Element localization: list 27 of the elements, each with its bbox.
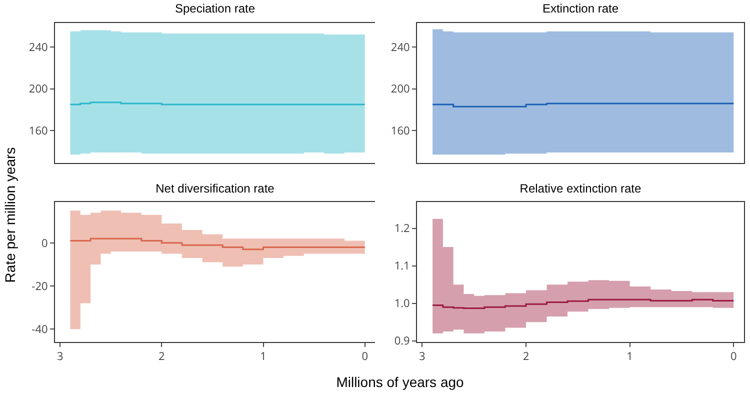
x-tick-label: 1 [626, 349, 633, 364]
y-tick-label: -40 [32, 322, 48, 337]
y-tick-label: 200 [390, 82, 410, 97]
y-tick-label: 240 [390, 40, 410, 55]
y-tick-label: 0.9 [394, 334, 410, 349]
chart-title: Extinction rate [542, 1, 619, 16]
x-tick-label: 2 [522, 349, 530, 364]
x-tick-label: 0 [730, 349, 737, 364]
chart-title: Relative extinction rate [520, 181, 642, 196]
y-tick-label: 1.1 [394, 258, 410, 274]
y-tick-label: 1.2 [394, 221, 410, 236]
y-tick-label: 0 [42, 236, 48, 251]
y-tick-label: 160 [390, 123, 410, 138]
x-tick-label: 0 [362, 349, 368, 364]
y-tick-label: 1.0 [394, 296, 410, 312]
y-tick-label: 160 [28, 123, 48, 138]
chart-title: Speciation rate [174, 1, 256, 16]
x-tick-label: 3 [419, 349, 426, 364]
x-axis-title: Millions of years ago [336, 374, 464, 390]
y-tick-label: -20 [32, 278, 48, 294]
y-tick-label: 240 [28, 40, 48, 55]
x-tick-label: 3 [56, 349, 64, 364]
y-tick-label: 200 [28, 82, 48, 97]
y-axis-title: Rate per million years [2, 147, 18, 283]
chart-title: Net diversification rate [156, 181, 275, 196]
x-tick-label: 2 [158, 349, 165, 364]
x-tick-label: 1 [260, 349, 266, 364]
